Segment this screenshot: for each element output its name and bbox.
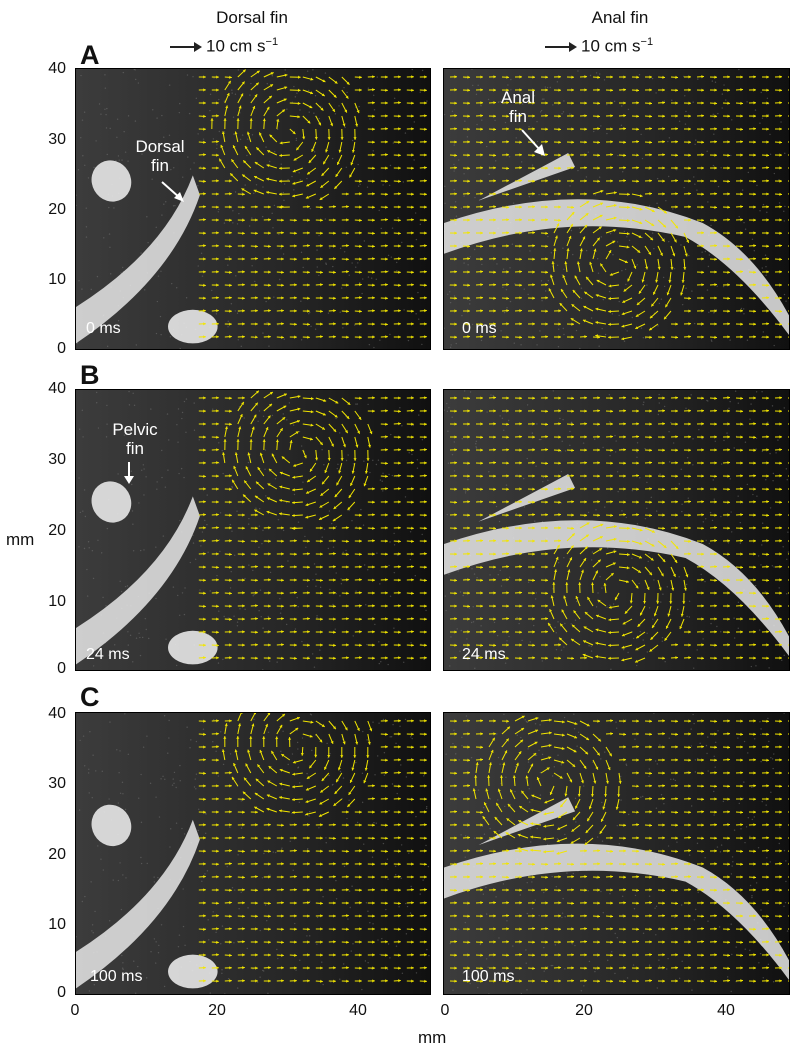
flow-field-image (76, 390, 430, 670)
x-axis-label: mm (418, 1028, 447, 1047)
row-letter-a: A (80, 40, 100, 70)
time-label: 100 ms (90, 968, 143, 985)
panel-b-dorsal (75, 389, 431, 671)
y-tick: 40 (48, 60, 66, 77)
x-tick: 20 (575, 1002, 593, 1019)
dorsal-fin-annotation: Dorsal fin (120, 137, 200, 175)
row-letter-c: C (80, 682, 100, 712)
pelvic-fin-label: Pelvic fin (112, 420, 158, 458)
y-tick: 10 (48, 916, 66, 933)
anal-scale-exponent: −1 (640, 36, 654, 48)
scale-arrow-icon (170, 42, 202, 53)
flow-field-image (444, 390, 789, 670)
y-axis-label: mm (6, 530, 35, 549)
panel-c-dorsal (75, 712, 431, 995)
x-tick: 20 (208, 1002, 226, 1019)
panel-c-anal (443, 712, 790, 995)
y-tick: 10 (48, 271, 66, 288)
x-tick: 40 (717, 1002, 735, 1019)
y-tick: 20 (48, 846, 66, 863)
dorsal-scale-value: 10 cm s (206, 36, 266, 56)
y-tick: 40 (48, 380, 66, 397)
scale-arrow-icon (545, 42, 577, 53)
panel-a-anal (443, 68, 790, 350)
y-tick: 0 (57, 660, 66, 677)
time-label: 24 ms (86, 646, 130, 663)
x-tick: 40 (349, 1002, 367, 1019)
y-tick: 30 (48, 775, 66, 792)
anal-scale-label: 10 cm s−1 (545, 36, 653, 57)
anal-fin-label: Anal fin (500, 88, 536, 126)
time-label: 24 ms (462, 646, 506, 663)
panel-b-anal (443, 389, 790, 671)
y-tick: 10 (48, 593, 66, 610)
time-label: 0 ms (86, 320, 121, 337)
time-label: 100 ms (462, 968, 515, 985)
anal-scale-value: 10 cm s (581, 36, 641, 56)
dorsal-fin-pointer-icon (161, 181, 184, 202)
flow-field-image (76, 713, 430, 994)
pelvic-fin-pointer-icon (124, 462, 134, 484)
anal-fin-pointer-icon (521, 129, 545, 156)
dorsal-scale-exponent: −1 (265, 36, 279, 48)
row-letter-b: B (80, 360, 100, 390)
y-tick: 30 (48, 131, 66, 148)
y-tick: 0 (57, 340, 66, 357)
x-tick: 0 (440, 1002, 450, 1019)
dorsal-column-title: Dorsal fin (216, 8, 288, 27)
anal-column-title: Anal fin (591, 8, 649, 27)
dorsal-fin-label: Dorsal fin (135, 137, 185, 175)
x-tick: 0 (70, 1002, 80, 1019)
y-tick: 40 (48, 705, 66, 722)
y-tick: 30 (48, 451, 66, 468)
flow-field-image (444, 713, 789, 994)
time-label: 0 ms (462, 320, 497, 337)
pelvic-fin-annotation: Pelvic fin (95, 420, 175, 458)
y-tick: 0 (57, 984, 66, 1001)
flow-field-image (444, 69, 789, 349)
y-tick: 20 (48, 201, 66, 218)
flow-field-image (76, 69, 430, 349)
panel-a-dorsal (75, 68, 431, 350)
dorsal-scale-label: 10 cm s−1 (170, 36, 278, 57)
anal-fin-annotation: Anal fin (478, 88, 558, 126)
y-tick: 20 (48, 522, 66, 539)
